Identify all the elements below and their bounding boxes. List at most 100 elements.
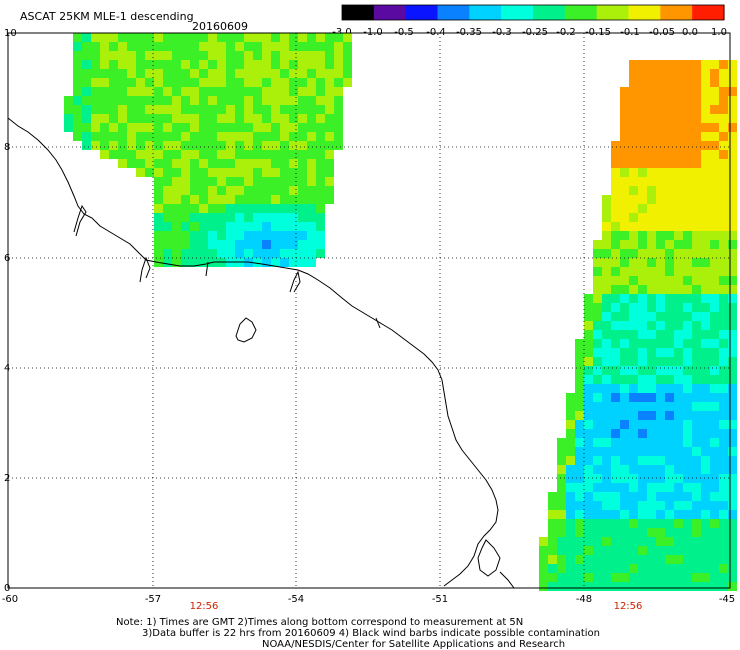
swath-cell [728, 78, 737, 87]
swath-cell [602, 312, 611, 321]
swath-cell [629, 132, 638, 141]
swath-cell [674, 321, 683, 330]
swath-cell [692, 393, 701, 402]
swath-cell [199, 213, 208, 222]
swath-cell [253, 240, 262, 249]
swath-cell [620, 339, 629, 348]
swath-cell [244, 114, 253, 123]
swath-cell [620, 375, 629, 384]
swath-cell [566, 501, 575, 510]
swath-cell [638, 375, 647, 384]
swath-cell [325, 186, 334, 195]
swath-cell [611, 213, 620, 222]
swath-cell [611, 393, 620, 402]
swath-cell [665, 114, 674, 123]
swath-cell [665, 213, 674, 222]
swath-cell [701, 366, 710, 375]
swath-cell [728, 519, 737, 528]
swath-cell [710, 105, 719, 114]
swath-cell [647, 510, 656, 519]
swath-cell [226, 168, 235, 177]
swath-cell [172, 150, 181, 159]
swath-cell [674, 393, 683, 402]
swath-cell [710, 330, 719, 339]
swath-cell [73, 105, 82, 114]
swath-cell [298, 204, 307, 213]
swath-cell [593, 528, 602, 537]
swath-cell [602, 429, 611, 438]
swath-cell [226, 240, 235, 249]
swath-cell [629, 177, 638, 186]
swath-cell [620, 519, 629, 528]
swath-cell [647, 447, 656, 456]
swath-cell [100, 87, 109, 96]
swath-cell [710, 582, 719, 591]
swath-cell [593, 474, 602, 483]
swath-cell [280, 177, 289, 186]
swath-cell [584, 555, 593, 564]
swath-cell [118, 69, 127, 78]
swath-cell [566, 402, 575, 411]
swath-cell [163, 141, 172, 150]
swath-cell [262, 141, 271, 150]
swath-cell [611, 546, 620, 555]
swath-cell [674, 303, 683, 312]
swath-cell [665, 123, 674, 132]
swath-cell [235, 132, 244, 141]
swath-cell [719, 501, 728, 510]
swath-cell [647, 249, 656, 258]
swath-cell [235, 177, 244, 186]
swath-cell [91, 78, 100, 87]
swath-cell [584, 483, 593, 492]
swath-cell [629, 303, 638, 312]
swath-cell [199, 150, 208, 159]
swath-cell [226, 195, 235, 204]
swath-cell [602, 564, 611, 573]
swath-cell [629, 123, 638, 132]
swath-cell [701, 312, 710, 321]
swath-cell [638, 141, 647, 150]
swath-cell [710, 258, 719, 267]
swath-cell [647, 339, 656, 348]
swath-cell [710, 60, 719, 69]
swath-cell [289, 249, 298, 258]
swath-cell [298, 231, 307, 240]
swath-cell [244, 78, 253, 87]
swath-cell [719, 267, 728, 276]
swath-cell [584, 510, 593, 519]
swath-cell [710, 159, 719, 168]
swath-cell [647, 240, 656, 249]
swath-cell [710, 204, 719, 213]
swath-cell [620, 555, 629, 564]
swath-cell [683, 411, 692, 420]
swath-cell [701, 339, 710, 348]
swath-cell [262, 132, 271, 141]
swath-cell [584, 438, 593, 447]
swath-cell [611, 339, 620, 348]
swath-cell [226, 60, 235, 69]
swath-cell [647, 411, 656, 420]
swath-cell [728, 312, 737, 321]
swath-cell [701, 123, 710, 132]
swath-cell [719, 510, 728, 519]
swath-cell [208, 213, 217, 222]
swath-cell [593, 357, 602, 366]
swath-cell [665, 420, 674, 429]
swath-cell [557, 483, 566, 492]
swath-cell [262, 78, 271, 87]
swath-cell [638, 384, 647, 393]
swath-cell [584, 546, 593, 555]
swath-cell [620, 159, 629, 168]
swath-cell [728, 132, 737, 141]
swath-cell [683, 330, 692, 339]
swath-cell [593, 366, 602, 375]
swath-cell [665, 447, 674, 456]
swath-cell [710, 501, 719, 510]
swath-cell [575, 348, 584, 357]
swath-cell [100, 60, 109, 69]
swath-cell [190, 195, 199, 204]
swath-cell [316, 78, 325, 87]
swath-cell [710, 267, 719, 276]
swath-cell [629, 150, 638, 159]
swath-cell [226, 123, 235, 132]
